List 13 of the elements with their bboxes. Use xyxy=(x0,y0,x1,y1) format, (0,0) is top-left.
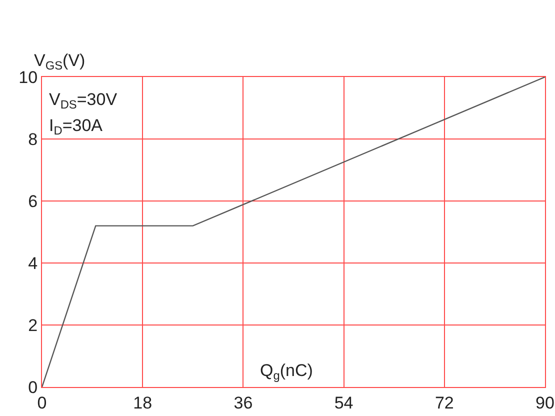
y-tick-label: 0 xyxy=(28,378,38,397)
annotation: I$_{D}$=30A xyxy=(49,116,104,138)
y-tick-label: 2 xyxy=(28,316,38,335)
y-tick-label: 6 xyxy=(28,192,38,211)
x-axis-title: Q$_{g}$(nC) xyxy=(260,361,313,383)
annotation: V$_{DS}$=30V xyxy=(49,90,118,112)
x-tick-label: 18 xyxy=(133,393,152,412)
y-tick-label: 4 xyxy=(28,254,38,273)
x-tick-label: 90 xyxy=(536,393,554,412)
y-tick-label: 8 xyxy=(28,130,38,149)
x-tick-label: 72 xyxy=(434,393,454,412)
x-tick-label: 36 xyxy=(234,393,253,412)
x-tick-label: 54 xyxy=(334,393,354,412)
